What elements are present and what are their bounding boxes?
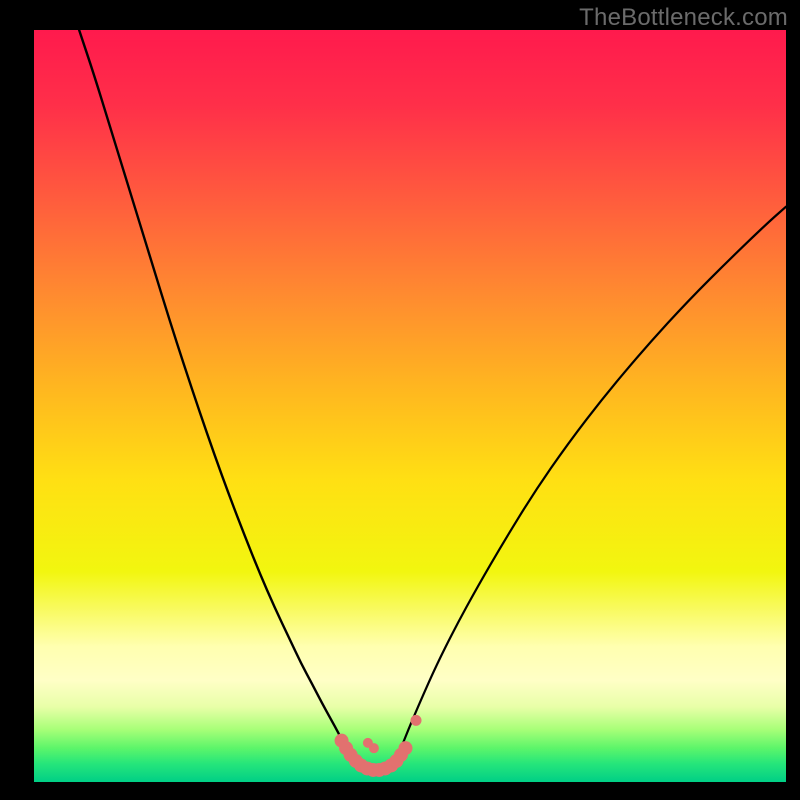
plot-background <box>34 30 786 782</box>
marker-dot <box>363 738 373 748</box>
chart-svg <box>0 0 800 800</box>
marker-dot <box>398 741 412 755</box>
watermark-text: TheBottleneck.com <box>579 4 788 32</box>
marker-dot <box>411 715 422 726</box>
